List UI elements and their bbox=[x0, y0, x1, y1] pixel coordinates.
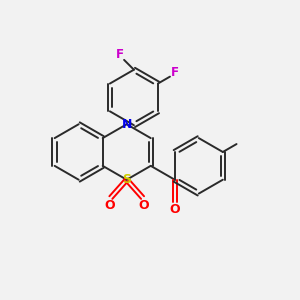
Text: S: S bbox=[122, 173, 131, 186]
Text: F: F bbox=[116, 48, 124, 62]
Text: O: O bbox=[138, 199, 149, 212]
Text: F: F bbox=[171, 66, 179, 79]
Text: N: N bbox=[122, 118, 132, 131]
Text: O: O bbox=[169, 203, 180, 216]
Text: O: O bbox=[105, 199, 115, 212]
